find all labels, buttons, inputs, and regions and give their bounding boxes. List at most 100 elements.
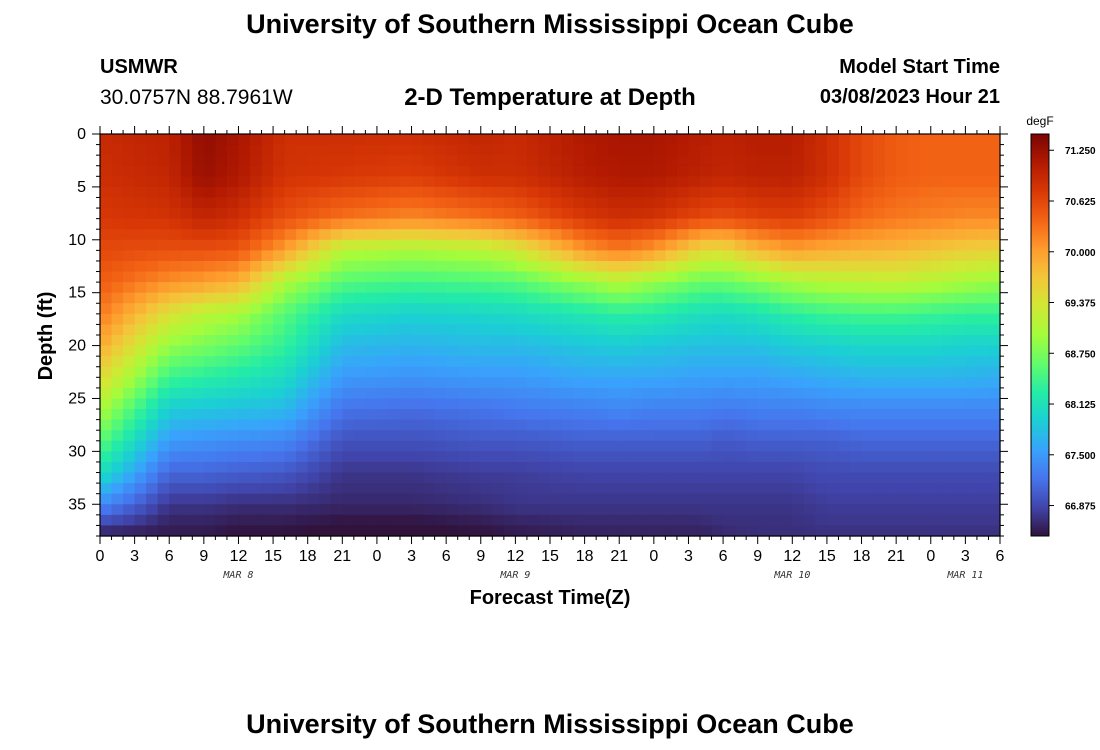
heatmap-cell [411, 335, 424, 347]
heatmap-cell [215, 292, 228, 304]
heatmap-cell [642, 229, 655, 241]
heatmap-cell [411, 303, 424, 315]
heatmap-cell [434, 282, 447, 294]
heatmap-cell [296, 324, 309, 336]
heatmap-cell [192, 229, 205, 241]
heatmap-cell [861, 303, 874, 315]
heatmap-cell [434, 134, 447, 146]
heatmap-cell [826, 176, 840, 188]
heatmap-cell [307, 409, 320, 421]
heatmap-cell [746, 271, 759, 283]
heatmap-cell [515, 197, 528, 209]
heatmap-cell [792, 229, 805, 241]
heatmap-cell [400, 208, 413, 220]
heatmap-cell [284, 282, 297, 294]
heatmap-cell [607, 440, 620, 452]
heatmap-cell [723, 271, 736, 283]
heatmap-cell [769, 430, 782, 442]
heatmap-cell [492, 144, 505, 156]
footer-title: University of Southern Mississippi Ocean… [246, 709, 854, 739]
heatmap-cell [734, 366, 747, 378]
heatmap-cell [284, 208, 297, 220]
heatmap-cell [503, 504, 516, 516]
heatmap-cell [792, 472, 805, 484]
heatmap-cell [400, 134, 413, 146]
heatmap-cell [423, 303, 436, 315]
heatmap-cell [342, 419, 355, 431]
heatmap-cell [261, 208, 274, 220]
heatmap-cell [896, 451, 909, 463]
heatmap-cell [457, 430, 470, 442]
heatmap-cell [400, 271, 413, 283]
heatmap-cell [965, 377, 978, 389]
heatmap-cell [503, 313, 516, 326]
heatmap-cell [503, 483, 516, 495]
heatmap-cell [457, 313, 470, 326]
heatmap-cell [538, 366, 551, 378]
heatmap-cell [446, 419, 459, 431]
heatmap-cell [815, 525, 828, 537]
heatmap-cell [965, 493, 978, 505]
heatmap-cell [653, 292, 666, 304]
heatmap-cell [411, 398, 424, 410]
heatmap-cell [942, 260, 955, 273]
heatmap-cell [146, 186, 159, 199]
heatmap-cell [907, 356, 920, 368]
heatmap-cell [388, 398, 401, 410]
heatmap-cell [388, 483, 401, 495]
heatmap-cell [365, 440, 378, 452]
heatmap-cell [169, 165, 182, 177]
heatmap-cell [596, 250, 609, 262]
heatmap-cell [111, 134, 124, 146]
heatmap-cell [480, 504, 493, 516]
heatmap-cell [884, 229, 897, 241]
heatmap-cell [284, 398, 297, 410]
heatmap-cell [596, 165, 609, 177]
heatmap-cell [711, 292, 724, 304]
heatmap-cell [676, 229, 690, 241]
heatmap-cell [746, 144, 759, 156]
heatmap-cell [123, 377, 136, 389]
heatmap-cell [469, 165, 482, 177]
heatmap-cell [930, 377, 943, 389]
heatmap-cell [423, 387, 436, 400]
heatmap-cell [296, 493, 309, 505]
heatmap-cell [434, 186, 447, 199]
heatmap-cell [307, 387, 320, 400]
heatmap-cell [469, 292, 482, 304]
heatmap-cell [734, 324, 747, 336]
heatmap-cell [503, 398, 516, 410]
heatmap-cell [515, 239, 528, 251]
heatmap-cell [769, 451, 782, 463]
heatmap-cell [700, 461, 713, 474]
heatmap-cell [976, 260, 990, 273]
heatmap-cell [584, 250, 597, 262]
heatmap-cell [423, 176, 436, 188]
heatmap-cell [965, 525, 978, 537]
heatmap-cell [688, 324, 701, 336]
heatmap-cell [619, 313, 632, 326]
heatmap-cell [780, 134, 793, 146]
heatmap-cell [492, 335, 505, 347]
heatmap-cell [111, 430, 124, 442]
heatmap-cell [723, 461, 736, 474]
heatmap-cell [688, 356, 701, 368]
heatmap-cell [238, 409, 251, 421]
heatmap-cell [457, 419, 470, 431]
heatmap-cell [296, 514, 309, 527]
heatmap-cell [284, 335, 297, 347]
heatmap-cell [469, 525, 482, 537]
heatmap-cell [711, 208, 724, 220]
heatmap-cell [411, 155, 424, 167]
heatmap-cell [942, 218, 955, 230]
heatmap-cell [746, 303, 759, 315]
heatmap-cell [711, 186, 724, 199]
heatmap-cell [169, 155, 182, 167]
heatmap-cell [457, 461, 470, 474]
heatmap-cell [388, 419, 401, 431]
heatmap-cell [561, 155, 574, 167]
heatmap-cell [907, 345, 920, 357]
heatmap-cell [365, 208, 378, 220]
heatmap-cell [376, 208, 390, 220]
heatmap-cell [976, 134, 990, 146]
